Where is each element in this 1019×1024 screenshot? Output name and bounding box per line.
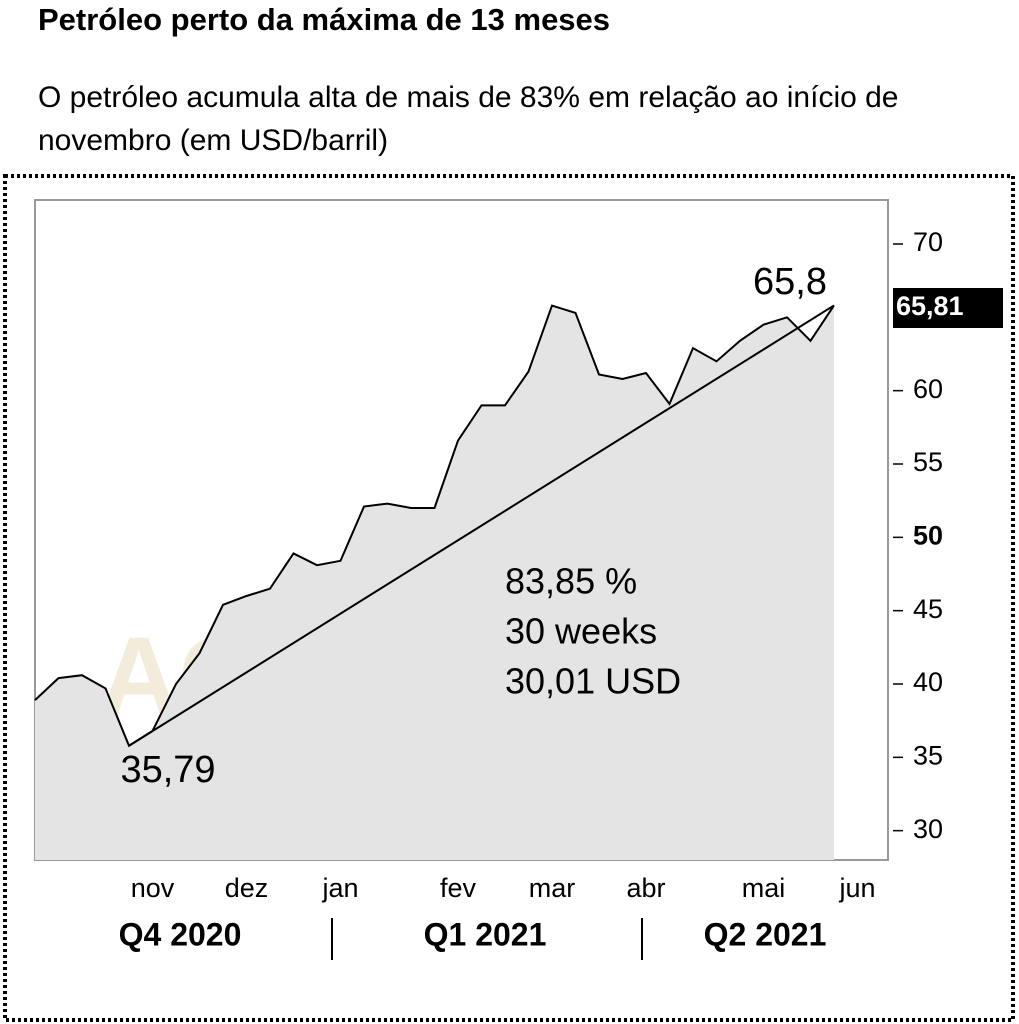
chart-subtitle: O petróleo acumula alta de mais de 83% e… bbox=[38, 81, 899, 157]
trend-line bbox=[128, 304, 835, 747]
y-tick-label: 60 bbox=[913, 374, 943, 404]
duration: 30 weeks bbox=[505, 611, 657, 652]
y-tick-label: 70 bbox=[913, 227, 943, 257]
frame bbox=[3, 174, 1015, 1022]
x-tick-label: abr bbox=[626, 873, 665, 903]
x-tick-label: nov bbox=[131, 873, 175, 903]
last-value-box bbox=[893, 288, 1003, 328]
quarter-label: Q1 2021 bbox=[424, 916, 547, 952]
x-tick-label: jan bbox=[321, 873, 358, 903]
line bbox=[34, 304, 835, 748]
y-tick-label: 55 bbox=[913, 447, 943, 477]
y-tick-label: 50 bbox=[913, 520, 943, 550]
y-tick-label: 30 bbox=[913, 814, 943, 844]
x-tick-label: fev bbox=[440, 873, 477, 903]
change-pct: 83,85 % bbox=[505, 561, 637, 602]
area bbox=[35, 305, 834, 860]
last-value-tag: 65,81 bbox=[896, 291, 964, 321]
min-label: 35,79 bbox=[120, 749, 215, 791]
y-tick-label: 40 bbox=[913, 667, 943, 697]
x-tick-label: jun bbox=[838, 873, 875, 903]
x-tick-label: mar bbox=[529, 873, 576, 903]
max-label: 65,8 bbox=[753, 261, 827, 303]
quarter-label: Q2 2021 bbox=[704, 916, 827, 952]
quarter-label: Q4 2020 bbox=[119, 916, 242, 952]
x-tick-label: dez bbox=[225, 873, 269, 903]
x-tick-label: mai bbox=[742, 873, 786, 903]
change-usd: 30,01 USD bbox=[505, 661, 681, 702]
y-tick-label: 45 bbox=[913, 594, 943, 624]
chart-title: Petróleo perto da máxima de 13 meses bbox=[38, 2, 611, 37]
y-tick-label: 35 bbox=[913, 740, 943, 770]
